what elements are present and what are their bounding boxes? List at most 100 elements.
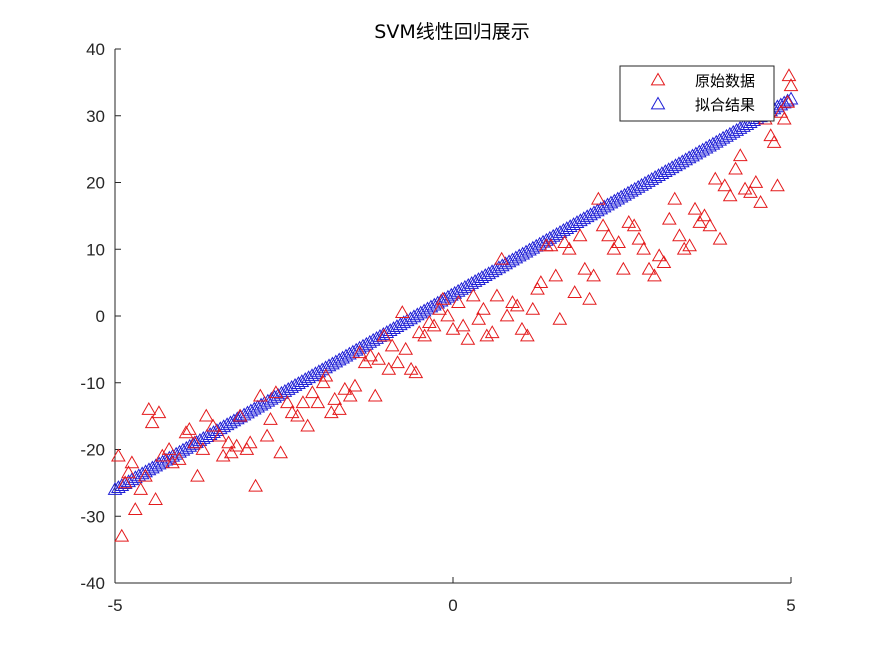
raw-data-point [187, 435, 203, 449]
raw-data-point [148, 492, 163, 505]
raw-data-point [161, 441, 177, 455]
raw-data-point [707, 171, 723, 185]
raw-data-point [440, 308, 455, 322]
y-tick-label: 10 [86, 240, 105, 259]
raw-data-point [722, 188, 738, 202]
legend-marker-raw-data [650, 72, 666, 86]
raw-data-point [567, 285, 583, 299]
raw-data-point [615, 261, 631, 275]
legend-label-fit: 拟合结果 [695, 96, 755, 114]
raw-data-point [543, 238, 559, 252]
raw-data-point [151, 405, 167, 419]
legend-marker-fit [650, 96, 666, 110]
raw-data-point [509, 298, 525, 312]
raw-data-point [489, 288, 505, 302]
y-tick-label: -40 [80, 574, 105, 593]
raw-data-point [165, 455, 180, 469]
legend-label-raw-data: 原始数据 [695, 72, 755, 90]
raw-data-point [367, 388, 383, 402]
raw-data-point [601, 228, 616, 242]
raw-data-point [479, 328, 495, 342]
raw-data-point [465, 288, 481, 302]
tick-labels: -40 -30 -20 -10 0 10 20 30 40 -5 0 5 [80, 40, 795, 615]
raw-data-point [376, 328, 392, 342]
fit-series [107, 91, 799, 495]
raw-data-point [124, 455, 140, 469]
raw-data-point [586, 268, 601, 282]
raw-data-point [773, 104, 789, 118]
raw-data-point [381, 361, 397, 375]
raw-data-point [451, 295, 466, 309]
raw-data-point [417, 328, 432, 342]
raw-data-point [519, 328, 535, 342]
raw-data-point [595, 218, 611, 232]
chart-title: SVM线性回归展示 [374, 21, 529, 43]
raw-data-point [557, 235, 572, 248]
raw-data-point [310, 395, 326, 409]
raw-data-point [561, 241, 577, 255]
raw-data-point [138, 468, 153, 482]
raw-data-point [295, 395, 311, 409]
raw-data-point [352, 345, 368, 359]
raw-data-point [252, 388, 268, 402]
raw-data-series [111, 68, 799, 542]
raw-data-point [273, 445, 288, 459]
raw-data-point [315, 375, 331, 389]
raw-data-point [763, 128, 779, 142]
raw-data-point [171, 452, 187, 465]
raw-data-point [195, 441, 211, 455]
raw-data-point [318, 368, 334, 382]
raw-data-point [280, 395, 295, 409]
raw-data-point [682, 238, 697, 252]
raw-data-point [697, 208, 712, 222]
raw-data-point [455, 318, 471, 332]
raw-data-point [342, 388, 358, 402]
raw-data-point [676, 241, 692, 255]
raw-data-point [626, 218, 642, 232]
raw-data-point [494, 251, 510, 265]
raw-data-point [259, 428, 275, 442]
raw-data-point [484, 325, 500, 339]
raw-data-point [661, 211, 677, 225]
raw-data-point [190, 468, 205, 482]
raw-data-point [712, 231, 728, 245]
raw-data-point [631, 231, 647, 245]
raw-data-point [641, 261, 657, 275]
raw-data-point [672, 228, 687, 242]
raw-data-point [471, 311, 487, 325]
raw-data-point [432, 301, 447, 315]
y-tick-label: -30 [80, 507, 105, 526]
raw-data-point [327, 391, 343, 405]
raw-data-point [702, 218, 718, 232]
y-tick-label: 0 [96, 307, 105, 326]
raw-data-point [717, 178, 733, 192]
raw-data-point [748, 174, 764, 188]
raw-data-point [781, 68, 797, 82]
raw-data-point [780, 94, 795, 108]
raw-data-point [394, 305, 410, 319]
raw-data-point [737, 181, 753, 195]
raw-data-point [499, 308, 515, 322]
raw-data-point [411, 325, 427, 339]
raw-data-point [582, 291, 597, 305]
raw-data-point [687, 201, 703, 215]
raw-data-point [337, 381, 353, 395]
raw-data-point [332, 401, 347, 415]
raw-data-point [525, 301, 541, 315]
raw-data-point [572, 228, 588, 242]
raw-data-point [232, 408, 248, 422]
raw-data-point [141, 401, 157, 415]
raw-data-point [776, 111, 792, 125]
raw-data-point [154, 448, 170, 462]
raw-data-point [611, 235, 626, 248]
raw-data-point [743, 185, 758, 198]
legend-triangle-blue [650, 96, 666, 110]
raw-data-point [390, 355, 405, 369]
raw-data-point [476, 301, 491, 315]
y-tick-label: -10 [80, 374, 105, 393]
raw-data-point [408, 365, 424, 379]
x-tick-label: -5 [107, 596, 122, 615]
raw-data-point [305, 385, 320, 399]
raw-data-point [371, 351, 387, 365]
